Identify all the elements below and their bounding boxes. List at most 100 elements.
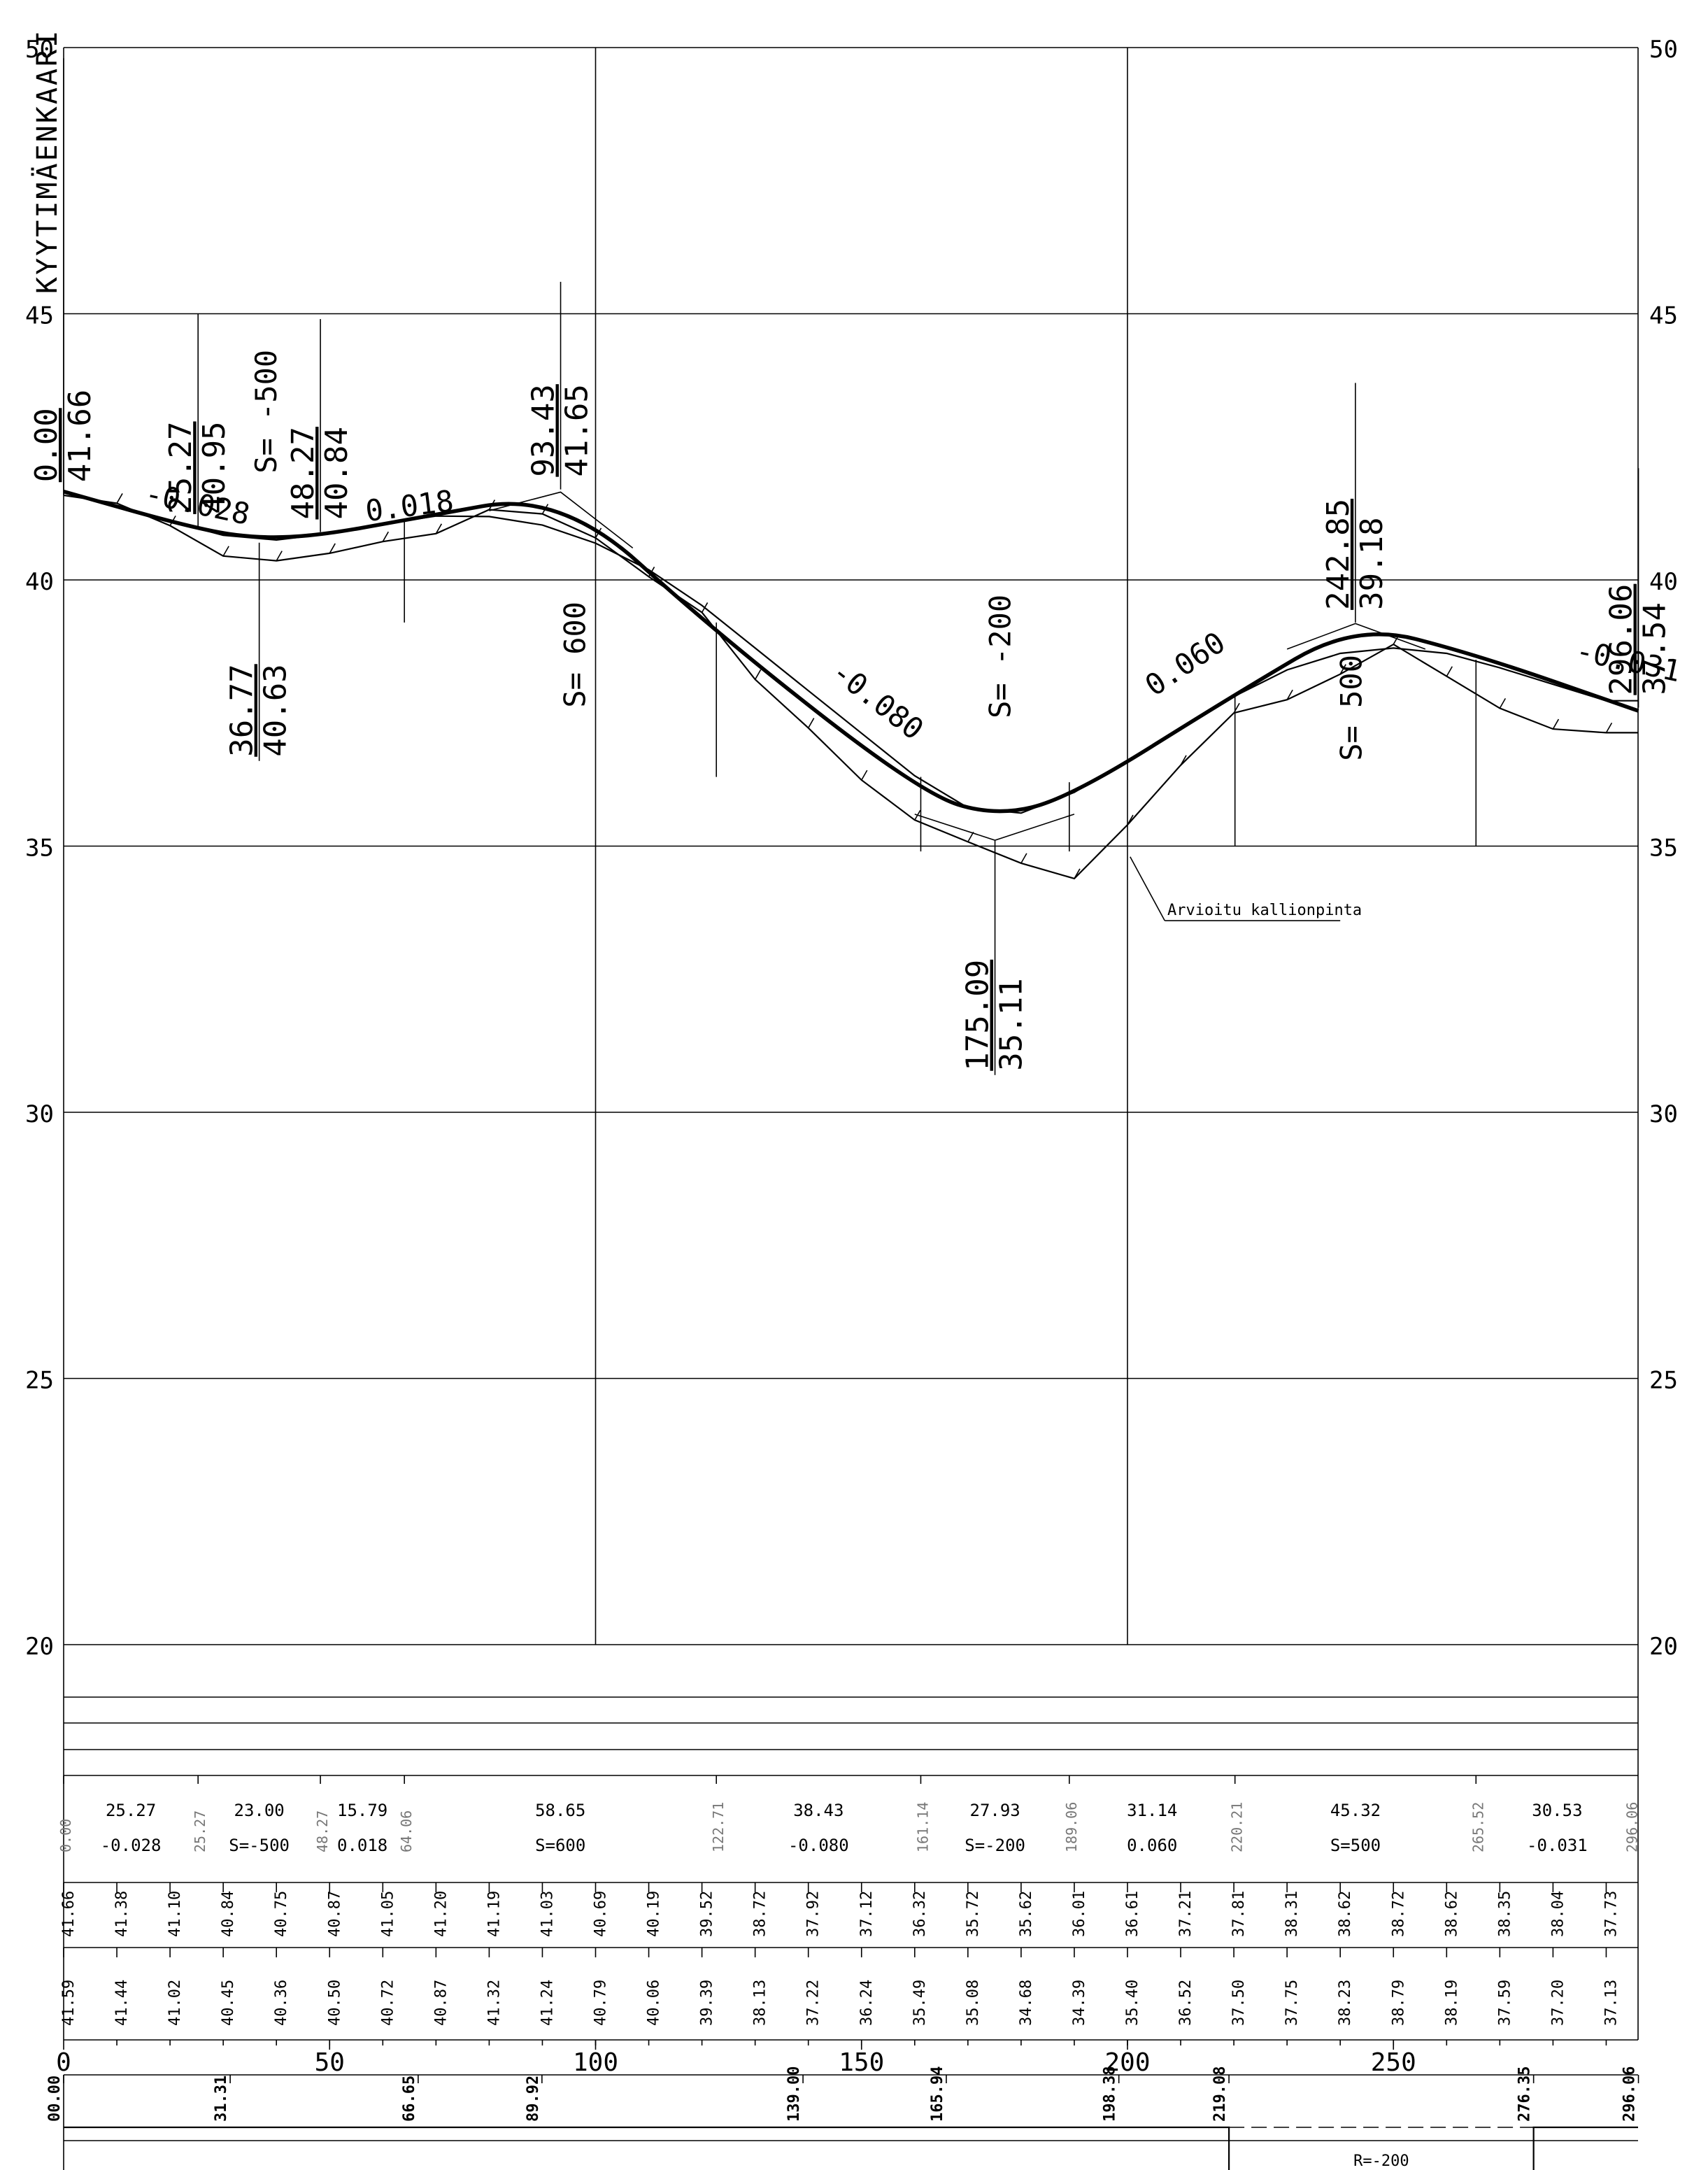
segment-grade: -0.028 <box>101 1836 162 1855</box>
station-label: 93.43 <box>526 384 562 476</box>
rock-hatch-tick <box>1020 853 1027 864</box>
ground-elevation-value: 35.72 <box>965 1891 982 1937</box>
ground-elevation-value: 41.19 <box>485 1891 503 1937</box>
ground-elevation-value: 37.73 <box>1602 1891 1620 1937</box>
segment-length: 58.65 <box>535 1801 585 1820</box>
y-tick-right-label: 45 <box>1649 302 1678 330</box>
rock-elevation-value: 37.13 <box>1602 1980 1620 2026</box>
segment-grade: -0.031 <box>1527 1836 1588 1855</box>
rock-elevation-value: 34.68 <box>1018 1980 1035 2026</box>
station-axis-label: 0 <box>56 2048 71 2077</box>
segment-length: 38.43 <box>793 1801 844 1820</box>
station-axis-label: 50 <box>315 2048 345 2077</box>
rock-hatch-tick <box>1499 698 1507 709</box>
rock-hatch-tick <box>1180 755 1187 766</box>
rock-hatch-tick <box>1286 689 1293 700</box>
station-elevation-label: 40.63 <box>258 664 294 756</box>
alignment-station-label: 198.38 <box>1102 2066 1119 2122</box>
profile-grid <box>63 47 1639 1645</box>
alignment-station-label: 165.94 <box>929 2066 946 2122</box>
ground-elevation-value: 40.69 <box>592 1891 610 1937</box>
segment-start-station: 0.00 <box>57 1819 74 1852</box>
rock-hatch-tick <box>1552 718 1560 730</box>
ground-elevation-value: 40.19 <box>646 1891 663 1937</box>
segment-start-station: 161.14 <box>914 1802 931 1852</box>
y-tick-right-label: 40 <box>1649 568 1678 596</box>
rock-elevation-value: 41.44 <box>113 1980 131 2026</box>
ground-elevation-value: 38.62 <box>1443 1891 1460 1937</box>
y-tick-left-label: 50 <box>25 36 54 64</box>
ground-elevation-value: 41.03 <box>539 1891 556 1937</box>
rock-elevation-value: 37.20 <box>1549 1980 1567 2026</box>
rock-hatch-tick <box>435 523 443 534</box>
rock-hatch-tick <box>1074 868 1081 879</box>
alignment-station-label: 139.00 <box>785 2066 803 2122</box>
station-label: 0.00 <box>29 408 64 482</box>
ground-elevation-value: 37.12 <box>858 1891 876 1937</box>
rock-elevation-value: 39.39 <box>699 1980 716 2026</box>
ground-elevation-value: 40.84 <box>220 1891 237 1937</box>
design-grade-line <box>62 490 1639 814</box>
rock-hatch-tick <box>1605 723 1613 733</box>
segment-length: 15.79 <box>337 1801 387 1820</box>
ground-elevation-value: 39.52 <box>699 1891 716 1937</box>
alignment-station-label: 00.00 <box>46 2076 64 2122</box>
y-tick-left-label: 20 <box>25 1633 54 1661</box>
pvi-tangent-lines <box>914 814 1075 841</box>
ground-elevation-value: 40.87 <box>326 1891 343 1937</box>
y-tick-right-label: 35 <box>1649 835 1678 863</box>
y-tick-left-label: 30 <box>25 1100 54 1128</box>
segment-start-station: 220.21 <box>1229 1802 1246 1852</box>
station-label: 48.27 <box>285 427 321 519</box>
ground-elevation-value: 37.81 <box>1230 1891 1248 1937</box>
ground-elevation-value: 41.66 <box>60 1891 78 1937</box>
y-tick-right-label: 20 <box>1649 1633 1678 1661</box>
rock-hatch-tick <box>701 602 709 613</box>
station-axis-label: 250 <box>1371 2048 1416 2077</box>
vertical-curve-label: S= 600 <box>557 602 592 708</box>
rock-elevation-value: 41.32 <box>485 1980 503 2026</box>
station-label: 296.06 <box>1604 584 1639 695</box>
horizontal-alignment-band: R=-200 00.00 31.31 66.65 89.92 139.00 165.94 19… <box>46 2066 1639 2170</box>
y-tick-right-label: 25 <box>1649 1367 1678 1395</box>
curve-radius-label: R=-200 <box>1353 2153 1409 2170</box>
station-elevation-label: 41.66 <box>62 390 98 482</box>
station-label: 36.77 <box>225 664 260 756</box>
segment-grade: S=-500 <box>229 1836 290 1855</box>
segment-grade: S=600 <box>535 1836 585 1855</box>
rock-elevation-value: 36.24 <box>858 1980 876 2026</box>
ground-elevation-value: 38.35 <box>1496 1891 1514 1937</box>
rock-elevation-value: 37.59 <box>1496 1980 1514 2026</box>
rock-elevation-value: 37.22 <box>805 1980 823 2026</box>
ground-elevation-value: 37.21 <box>1177 1891 1195 1937</box>
segment-start-station: 64.06 <box>398 1810 415 1852</box>
rock-hatch-tick <box>329 543 336 554</box>
grade-label: 0.018 <box>364 483 455 528</box>
segment-length: 25.27 <box>106 1801 156 1820</box>
ground-elevation-value: 36.01 <box>1071 1891 1088 1937</box>
station-elevation-label: 40.95 <box>197 421 232 513</box>
station-label: 175.09 <box>960 960 996 1071</box>
rock-elevation-value: 38.23 <box>1337 1980 1354 2026</box>
station-elevation-label: 39.18 <box>1354 517 1390 609</box>
rock-hatch-tick <box>222 546 229 557</box>
rock-hatch-tick <box>1233 702 1240 714</box>
rock-elevation-value: 40.45 <box>220 1980 237 2026</box>
station-elevation-label: 41.65 <box>560 384 595 476</box>
segment-grade: 0.018 <box>337 1836 387 1855</box>
ground-elevation-value: 37.92 <box>805 1891 823 1937</box>
road-name: KYYTIMÄENKAARI <box>30 29 64 294</box>
rock-elevation-value: 35.08 <box>965 1980 982 2026</box>
ground-elevation-value: 36.32 <box>911 1891 929 1937</box>
ground-elevation-value: 40.75 <box>273 1891 290 1937</box>
rock-elevation-value: 41.24 <box>539 1980 556 2026</box>
rock-hatch-tick <box>1339 664 1346 675</box>
annotation-leader <box>1130 856 1165 921</box>
rock-hatch-tick <box>1446 666 1453 677</box>
rock-elevation-value: 40.87 <box>432 1980 450 2026</box>
rock-elevation-value: 35.40 <box>1124 1980 1141 2026</box>
rock-elevation-value: 40.50 <box>326 1980 343 2026</box>
rock-elevation-value: 36.52 <box>1177 1980 1195 2026</box>
